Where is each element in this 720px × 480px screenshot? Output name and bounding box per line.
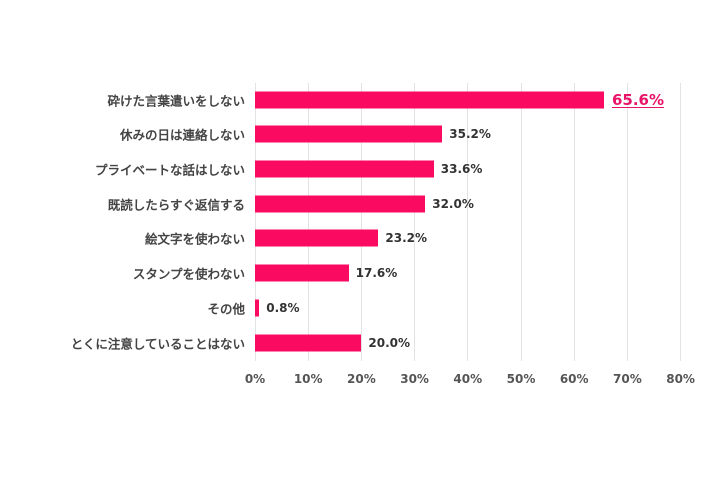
value-label: 65.6% <box>611 91 665 109</box>
bar <box>255 264 349 282</box>
value-label: 23.2% <box>385 231 428 245</box>
category-label: その他 <box>207 301 245 317</box>
x-axis-tick-label: 40% <box>453 372 483 386</box>
x-axis-tick-label: 80% <box>666 372 695 386</box>
gridline <box>573 83 575 361</box>
bar <box>255 299 260 317</box>
category-label: 砕けた言葉遣いをしない <box>107 93 245 109</box>
value-label: 35.2% <box>449 127 491 141</box>
x-axis-tick-label: 70% <box>613 372 642 386</box>
value-label: 0.8% <box>266 301 300 315</box>
bar <box>255 125 443 143</box>
value-label: 32.0% <box>432 197 474 211</box>
gridline <box>467 83 469 361</box>
gridline <box>360 83 362 361</box>
bar <box>255 334 362 352</box>
category-label: 絵文字を使わない <box>144 231 245 247</box>
x-axis-tick-label: 20% <box>347 372 376 386</box>
value-label: 20.0% <box>368 336 411 350</box>
category-label: プライベートな話はしない <box>94 162 245 178</box>
gridline <box>254 83 256 361</box>
category-label: 既読したらすぐ返信する <box>107 197 245 213</box>
x-axis-tick-label: 50% <box>506 372 536 386</box>
category-label: スタンプを使わない <box>132 266 245 282</box>
bar <box>255 91 604 109</box>
gridline <box>680 83 682 361</box>
value-label: 33.6% <box>440 162 483 176</box>
x-axis-tick-label: 0% <box>244 372 266 386</box>
category-label: 休みの日は連絡しない <box>119 127 245 143</box>
bar <box>255 229 379 247</box>
x-axis-tick-label: 30% <box>400 372 429 386</box>
bar <box>255 195 426 213</box>
bar <box>255 160 434 178</box>
category-label: とくに注意していることはない <box>70 336 245 352</box>
value-label: 17.6% <box>355 266 398 280</box>
gridline <box>626 83 628 361</box>
x-axis-tick-label: 60% <box>559 372 589 386</box>
gridline <box>520 83 522 361</box>
gridline <box>414 83 416 361</box>
gridline <box>307 83 309 361</box>
x-axis-tick-label: 10% <box>293 372 323 386</box>
